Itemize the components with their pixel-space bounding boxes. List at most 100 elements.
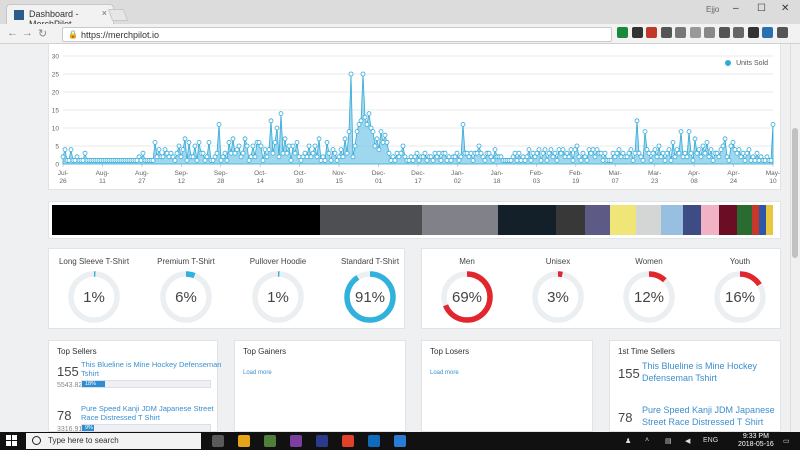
color-swatch[interactable] xyxy=(737,205,752,235)
top-gainers-load-more[interactable]: Load more xyxy=(243,370,272,376)
color-swatch[interactable] xyxy=(421,205,498,235)
browser-extension-icon[interactable] xyxy=(617,27,628,38)
back-arrow-icon[interactable]: ← xyxy=(7,27,18,39)
browser-extension-icon[interactable] xyxy=(733,27,744,38)
x-tick-label: 19 xyxy=(572,178,580,185)
data-point xyxy=(726,158,732,163)
window-close-icon[interactable]: ✕ xyxy=(781,3,790,14)
browser-extension-icon[interactable] xyxy=(704,27,715,38)
taskbar-search-box[interactable]: Type here to search xyxy=(26,433,201,449)
maximize-icon[interactable]: ☐ xyxy=(757,3,766,14)
data-point xyxy=(206,140,212,145)
data-point xyxy=(322,158,328,163)
data-point xyxy=(372,143,378,149)
tray-chevron-icon[interactable]: ˄ xyxy=(645,437,650,444)
reload-icon[interactable]: ↻ xyxy=(38,28,48,40)
taskbar-app-icon[interactable] xyxy=(264,435,276,447)
browser-tab[interactable]: Dashboard - MerchPilot × xyxy=(6,4,114,29)
top-seller-item[interactable]: 78 3316.91 Pure Speed Kanji JDM Japanese S… xyxy=(57,400,214,444)
taskbar-app-icon[interactable] xyxy=(212,435,224,447)
language-indicator[interactable]: ENG xyxy=(703,437,719,444)
x-tick-label: Aug- xyxy=(96,170,110,177)
seller-product-link[interactable]: This Blueline is Mine Hockey Defenseman … xyxy=(81,360,222,378)
people-icon[interactable]: ♟ xyxy=(625,438,632,445)
browser-extension-icon[interactable] xyxy=(631,27,643,38)
volume-icon[interactable]: ◀ xyxy=(685,438,691,445)
forward-arrow-icon[interactable]: → xyxy=(22,27,33,39)
address-bar[interactable]: 🔒 https://merchpilot.io xyxy=(62,27,612,42)
first-time-seller-item[interactable]: 78 Pure Speed Kanji JDM Japanese Street R… xyxy=(618,400,775,444)
data-point xyxy=(66,158,72,163)
browser-extension-icon[interactable] xyxy=(762,27,773,38)
browser-extension-icon[interactable] xyxy=(660,27,672,38)
color-swatch[interactable] xyxy=(661,205,683,235)
notifications-icon[interactable]: ▭ xyxy=(783,438,790,445)
data-point xyxy=(740,150,746,156)
data-point xyxy=(276,154,282,160)
color-swatch[interactable] xyxy=(584,205,611,235)
data-point xyxy=(568,147,574,152)
data-point xyxy=(572,147,578,152)
color-swatch[interactable] xyxy=(766,205,774,235)
browser-extension-icon[interactable] xyxy=(718,27,730,38)
minimize-icon[interactable]: – xyxy=(733,3,739,14)
data-point xyxy=(314,154,320,160)
network-icon[interactable]: ▤ xyxy=(665,438,672,445)
seller-product-link[interactable]: This Blueline is Mine Hockey Defenseman … xyxy=(642,361,758,383)
taskbar-app-icon[interactable] xyxy=(316,435,328,447)
data-point xyxy=(366,111,372,116)
scrollbar-thumb[interactable] xyxy=(792,128,798,258)
color-swatch[interactable] xyxy=(497,205,556,235)
seller-product-link[interactable]: Pure Speed Kanji JDM Japanese Street Rac… xyxy=(81,404,214,422)
top-seller-item[interactable]: 155 5543.82 This Blueline is Mine Hockey D… xyxy=(57,356,221,400)
taskbar-app-icon[interactable] xyxy=(368,435,380,447)
browser-user-label[interactable]: Ejjo xyxy=(706,5,720,14)
color-swatch[interactable] xyxy=(610,205,636,235)
data-point xyxy=(720,143,726,149)
first-time-seller-item[interactable]: 155 This Blueline is Mine Hockey Defensem… xyxy=(618,356,772,400)
data-point xyxy=(380,140,386,145)
address-url: https://merchpilot.io xyxy=(81,30,160,40)
fit-gauge-ring xyxy=(68,271,120,323)
color-swatch[interactable] xyxy=(751,205,759,235)
data-point xyxy=(222,150,228,156)
gauge-fill xyxy=(714,271,766,323)
browser-extension-icon[interactable] xyxy=(776,27,788,38)
color-swatch[interactable] xyxy=(700,205,719,235)
taskbar-app-icon[interactable] xyxy=(290,435,302,447)
taskbar-app-icon[interactable] xyxy=(394,435,406,447)
color-swatch[interactable] xyxy=(719,205,738,235)
data-point xyxy=(616,147,622,152)
x-tick-label: 08 xyxy=(690,178,698,185)
color-swatch[interactable] xyxy=(682,205,701,235)
color-swatch[interactable] xyxy=(758,205,767,235)
data-point xyxy=(656,143,662,149)
x-tick-label: 14 xyxy=(257,178,265,185)
clock-date: 2018-05-16 xyxy=(738,441,774,448)
taskbar-app-icon[interactable] xyxy=(342,435,354,447)
color-swatch[interactable] xyxy=(320,205,422,235)
browser-extension-icon[interactable] xyxy=(689,27,701,38)
browser-extension-icon[interactable] xyxy=(675,27,686,38)
data-point xyxy=(474,150,480,156)
data-point xyxy=(238,154,244,160)
data-point xyxy=(384,140,390,145)
taskbar-clock[interactable]: 9:33 PM 2018-05-16 xyxy=(738,433,774,449)
top-losers-load-more[interactable]: Load more xyxy=(430,370,459,376)
tab-close-icon[interactable]: × xyxy=(101,8,107,18)
browser-extension-icon[interactable] xyxy=(747,27,759,38)
taskbar-app-icon[interactable] xyxy=(238,435,250,447)
new-tab-button[interactable] xyxy=(107,9,129,21)
data-point xyxy=(636,150,642,156)
color-swatch[interactable] xyxy=(635,205,661,235)
browser-extension-icon[interactable] xyxy=(646,27,657,38)
data-point xyxy=(62,147,68,152)
color-swatch[interactable] xyxy=(52,205,321,235)
seller-product-link[interactable]: Pure Speed Kanji JDM Japanese Street Rac… xyxy=(642,405,775,427)
data-point xyxy=(728,143,734,149)
windows-start-icon[interactable] xyxy=(6,435,18,447)
data-point xyxy=(686,129,692,134)
data-point xyxy=(352,143,358,149)
color-swatch[interactable] xyxy=(555,205,585,235)
data-point xyxy=(214,150,220,156)
